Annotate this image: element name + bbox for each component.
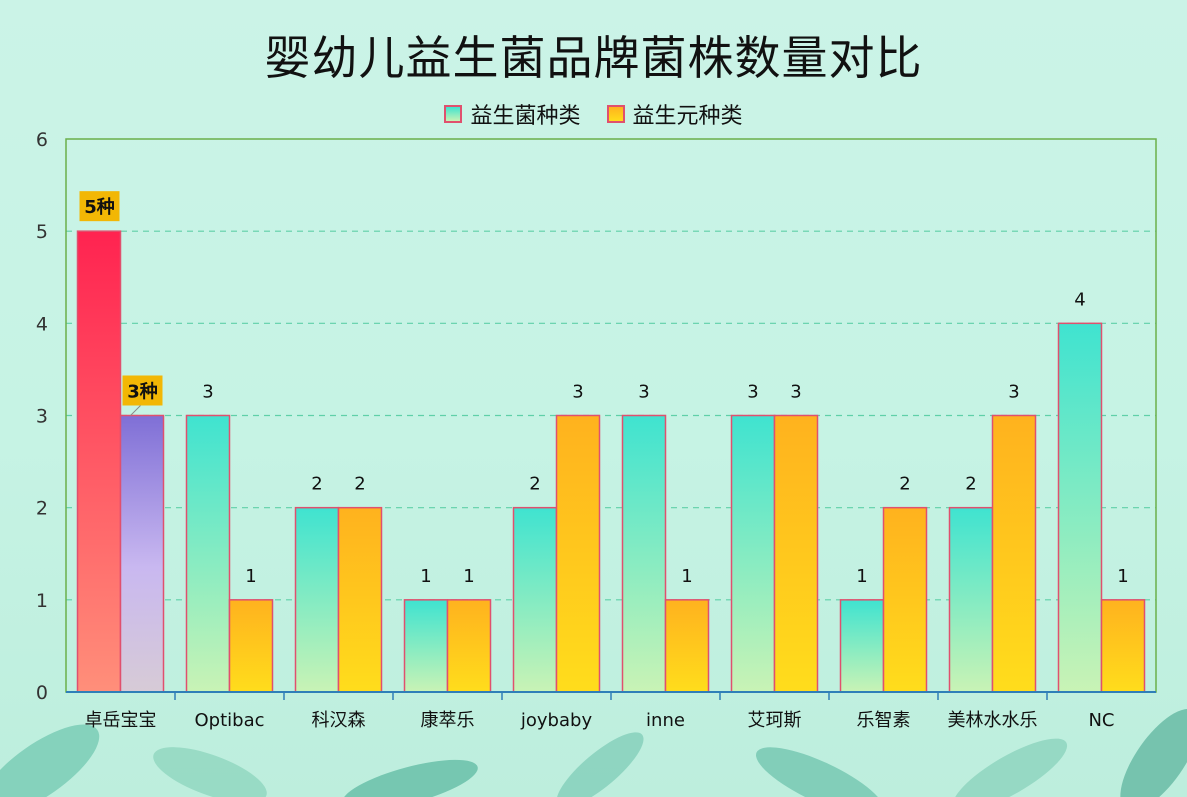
data-label: 5种 — [84, 196, 115, 218]
legend-item-prebiotic[interactable]: 益生元种类 — [606, 98, 743, 130]
y-tick-label: 5 — [36, 221, 48, 243]
data-label: 1 — [856, 566, 867, 587]
bar-probiotic — [839, 599, 885, 693]
legend-label-probiotic: 益生菌种类 — [470, 104, 581, 129]
data-label-box — [122, 375, 163, 406]
data-label-box — [79, 191, 120, 222]
bar-probiotic — [1057, 322, 1103, 693]
data-label: 3 — [638, 382, 649, 403]
data-label: 3 — [790, 382, 801, 403]
y-tick-label: 4 — [36, 313, 48, 335]
bar-prebiotic — [882, 506, 928, 693]
y-tick-label: 1 — [36, 590, 48, 612]
data-label: 3 — [572, 382, 583, 403]
bar-probiotic — [403, 599, 449, 693]
x-tick-label: Optibac — [194, 710, 264, 731]
bar-prebiotic — [555, 414, 601, 693]
x-tick-label: 康萃乐 — [421, 710, 475, 731]
bar-prebiotic — [119, 414, 165, 693]
x-axis: 卓岳宝宝 Optibac 科汉森 康萃乐 joybaby inne 艾珂斯 乐智素 美林水水乐 N… — [85, 692, 1115, 731]
chart-title: 婴幼儿益生菌品牌菌株数量对比 — [264, 31, 923, 85]
legend-label-prebiotic: 益生元种类 — [632, 104, 743, 129]
bar-prebiotic — [773, 414, 819, 693]
data-label: 1 — [420, 566, 431, 587]
legend-swatch-prebiotic — [606, 105, 625, 123]
bar-prebiotic — [1100, 599, 1146, 693]
x-tick-label: 乐智素 — [857, 710, 911, 731]
bar-probiotic — [730, 414, 776, 693]
x-tick-label: NC — [1088, 710, 1114, 731]
y-tick-label: 2 — [36, 498, 48, 520]
x-tick-label: 艾珂斯 — [748, 710, 802, 731]
label-leader-line — [130, 405, 141, 416]
bar-probiotic — [185, 414, 231, 693]
bars: 5种 3种 3 1 2 2 1 1 2 3 3 1 3 3 1 2 2 3 4 1 — [76, 191, 1146, 693]
y-tick-label: 0 — [36, 682, 48, 704]
data-label: 1 — [1117, 566, 1128, 587]
bar-prebiotic — [228, 599, 274, 693]
data-label: 1 — [681, 566, 692, 587]
data-label: 2 — [965, 474, 976, 495]
bar-probiotic — [76, 230, 122, 693]
bar-probiotic — [512, 506, 558, 693]
bar-prebiotic — [337, 506, 383, 693]
x-tick-label: 美林水水乐 — [948, 710, 1038, 731]
legend: 益生菌种类 益生元种类 — [0, 98, 1187, 130]
data-label: 2 — [311, 474, 322, 495]
x-tick-label: 科汉森 — [312, 710, 366, 731]
data-label: 3 — [747, 382, 758, 403]
data-label: 3 — [202, 382, 213, 403]
data-label: 2 — [899, 474, 910, 495]
data-label: 3 — [1008, 382, 1019, 403]
x-tick-label: 卓岳宝宝 — [85, 710, 157, 731]
legend-item-probiotic[interactable]: 益生菌种类 — [444, 98, 581, 130]
data-label: 4 — [1074, 289, 1085, 310]
y-axis: 0 1 2 3 4 5 6 — [36, 129, 48, 704]
bar-prebiotic — [991, 414, 1037, 693]
data-label: 1 — [245, 566, 256, 587]
legend-swatch-probiotic — [444, 105, 463, 123]
bar-prebiotic — [446, 599, 492, 693]
data-label: 1 — [463, 566, 474, 587]
y-tick-label: 3 — [36, 406, 48, 428]
bar-probiotic — [948, 506, 994, 693]
bar-probiotic — [294, 506, 340, 693]
y-tick-label: 6 — [36, 129, 48, 151]
x-tick-label: joybaby — [520, 710, 593, 731]
bar-probiotic — [621, 414, 667, 693]
data-label: 3种 — [127, 381, 158, 403]
bar-prebiotic — [664, 599, 710, 693]
x-tick-label: inne — [646, 710, 685, 731]
leaf-decoration — [0, 708, 1187, 797]
data-label: 2 — [354, 474, 365, 495]
data-label: 2 — [529, 474, 540, 495]
